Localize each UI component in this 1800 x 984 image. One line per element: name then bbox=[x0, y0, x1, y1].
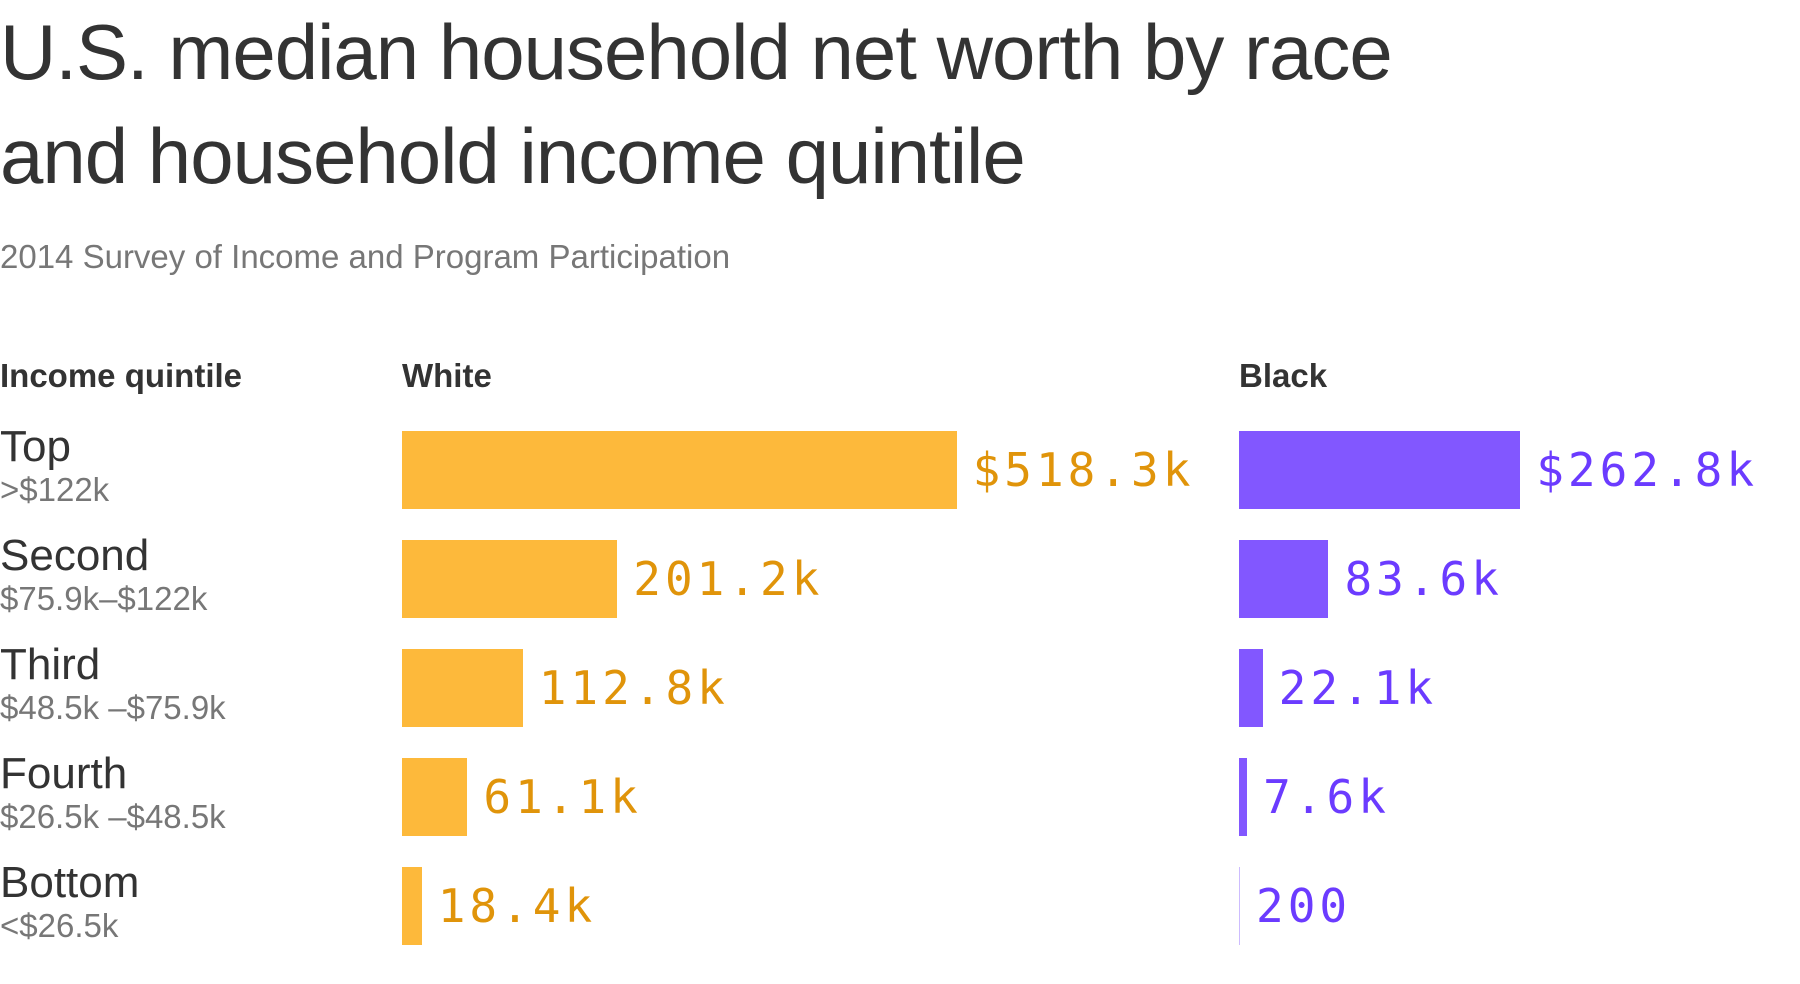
black-value-label: $262.8k bbox=[1536, 443, 1759, 497]
black-value-label: 200 bbox=[1256, 879, 1352, 933]
chart-subtitle: 2014 Survey of Income and Program Partic… bbox=[0, 238, 731, 275]
chart-row: Bottom <$26.5k 18.4k 200 bbox=[0, 859, 1800, 945]
black-bar bbox=[1239, 431, 1521, 509]
category-label: Fourth bbox=[0, 749, 128, 798]
category-range: $26.5k –$48.5k bbox=[0, 798, 226, 835]
header-white: White bbox=[402, 357, 492, 394]
white-bar bbox=[402, 867, 422, 945]
white-value-label: 201.2k bbox=[633, 552, 824, 606]
chart-title: U.S. median household net worth by race … bbox=[0, 8, 1393, 200]
category-label: Top bbox=[0, 422, 71, 471]
black-value-label: 83.6k bbox=[1344, 552, 1503, 606]
header-black: Black bbox=[1239, 357, 1328, 394]
black-bar bbox=[1239, 649, 1263, 727]
category-label: Bottom bbox=[0, 858, 140, 907]
header-income-quintile: Income quintile bbox=[0, 357, 243, 394]
category-label: Third bbox=[0, 640, 101, 689]
category-range: <$26.5k bbox=[0, 907, 119, 944]
black-value-label: 22.1k bbox=[1278, 661, 1438, 715]
chart-row: Fourth $26.5k –$48.5k 61.1k 7.6k bbox=[0, 750, 1800, 836]
white-value-label: $518.3k bbox=[972, 443, 1195, 497]
black-value-label: 7.6k bbox=[1263, 770, 1390, 824]
category-range: $75.9k–$122k bbox=[0, 580, 208, 617]
white-value-label: 18.4k bbox=[437, 879, 597, 933]
white-bar bbox=[402, 540, 618, 618]
category-range: $48.5k –$75.9k bbox=[0, 689, 226, 726]
black-bar bbox=[1239, 867, 1240, 945]
chart-row: Second $75.9k–$122k 201.2k 83.6k bbox=[0, 532, 1800, 618]
white-value-label: 112.8k bbox=[538, 661, 729, 715]
category-label: Second bbox=[0, 531, 150, 580]
white-value-label: 61.1k bbox=[483, 770, 642, 824]
white-bar bbox=[402, 758, 468, 836]
black-bar bbox=[1239, 758, 1248, 836]
category-range: >$122k bbox=[0, 471, 110, 508]
white-bar bbox=[402, 431, 957, 509]
white-bar bbox=[402, 649, 523, 727]
chart-row: Top >$122k $518.3k $262.8k bbox=[0, 423, 1800, 509]
chart-row: Third $48.5k –$75.9k 112.8k 22.1k bbox=[0, 641, 1800, 727]
black-bar bbox=[1239, 540, 1329, 618]
